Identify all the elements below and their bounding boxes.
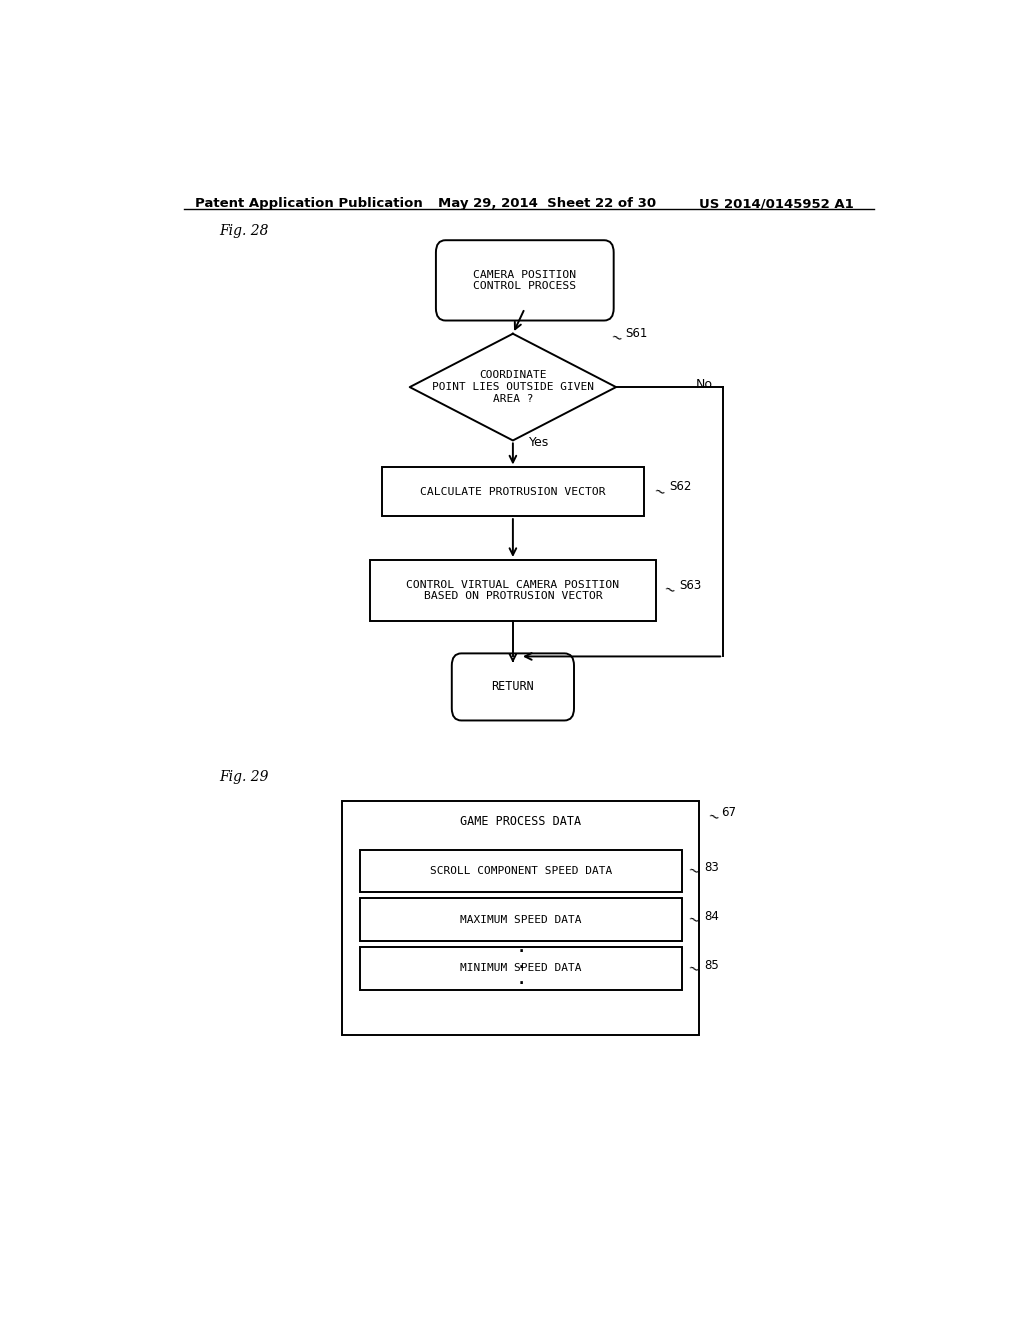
Text: S63: S63 (679, 578, 701, 591)
Text: No: No (695, 378, 713, 391)
Text: CALCULATE PROTRUSION VECTOR: CALCULATE PROTRUSION VECTOR (420, 487, 606, 496)
Bar (359, 899, 682, 941)
Text: ∼: ∼ (686, 960, 701, 977)
Bar (359, 948, 682, 990)
Text: .: . (516, 972, 525, 987)
Text: Fig. 28: Fig. 28 (219, 224, 268, 239)
Text: S62: S62 (670, 480, 691, 494)
Text: SCROLL COMPONENT SPEED DATA: SCROLL COMPONENT SPEED DATA (430, 866, 612, 876)
Bar (382, 467, 644, 516)
Text: May 29, 2014  Sheet 22 of 30: May 29, 2014 Sheet 22 of 30 (437, 197, 655, 210)
Text: S61: S61 (626, 327, 648, 339)
Text: ∼: ∼ (662, 582, 677, 599)
FancyBboxPatch shape (436, 240, 613, 321)
Text: .: . (516, 940, 525, 954)
Text: Fig. 29: Fig. 29 (219, 771, 268, 784)
Text: .: . (516, 956, 525, 972)
Bar (342, 801, 699, 1035)
Text: 85: 85 (705, 958, 719, 972)
Text: COORDINATE
POINT LIES OUTSIDE GIVEN
AREA ?: COORDINATE POINT LIES OUTSIDE GIVEN AREA… (432, 371, 594, 404)
Text: Yes: Yes (528, 437, 549, 450)
Text: Patent Application Publication: Patent Application Publication (196, 197, 423, 210)
Polygon shape (410, 334, 616, 441)
FancyBboxPatch shape (452, 653, 574, 721)
Text: ∼: ∼ (686, 862, 701, 879)
Text: RETURN: RETURN (492, 680, 535, 693)
Text: 83: 83 (705, 862, 719, 874)
Text: 67: 67 (722, 807, 736, 820)
Text: US 2014/0145952 A1: US 2014/0145952 A1 (699, 197, 854, 210)
Text: MAXIMUM SPEED DATA: MAXIMUM SPEED DATA (460, 915, 582, 925)
Text: CONTROL VIRTUAL CAMERA POSITION
BASED ON PROTRUSION VECTOR: CONTROL VIRTUAL CAMERA POSITION BASED ON… (407, 579, 620, 601)
Text: GAME PROCESS DATA: GAME PROCESS DATA (460, 814, 582, 828)
Text: ∼: ∼ (706, 808, 722, 825)
Text: ∼: ∼ (608, 330, 624, 347)
Bar (359, 850, 682, 892)
Text: CAMERA POSITION
CONTROL PROCESS: CAMERA POSITION CONTROL PROCESS (473, 269, 577, 292)
Text: ∼: ∼ (686, 911, 701, 928)
Text: ∼: ∼ (652, 483, 668, 500)
Bar (370, 560, 655, 620)
Text: MINIMUM SPEED DATA: MINIMUM SPEED DATA (460, 964, 582, 973)
Text: 84: 84 (705, 909, 719, 923)
